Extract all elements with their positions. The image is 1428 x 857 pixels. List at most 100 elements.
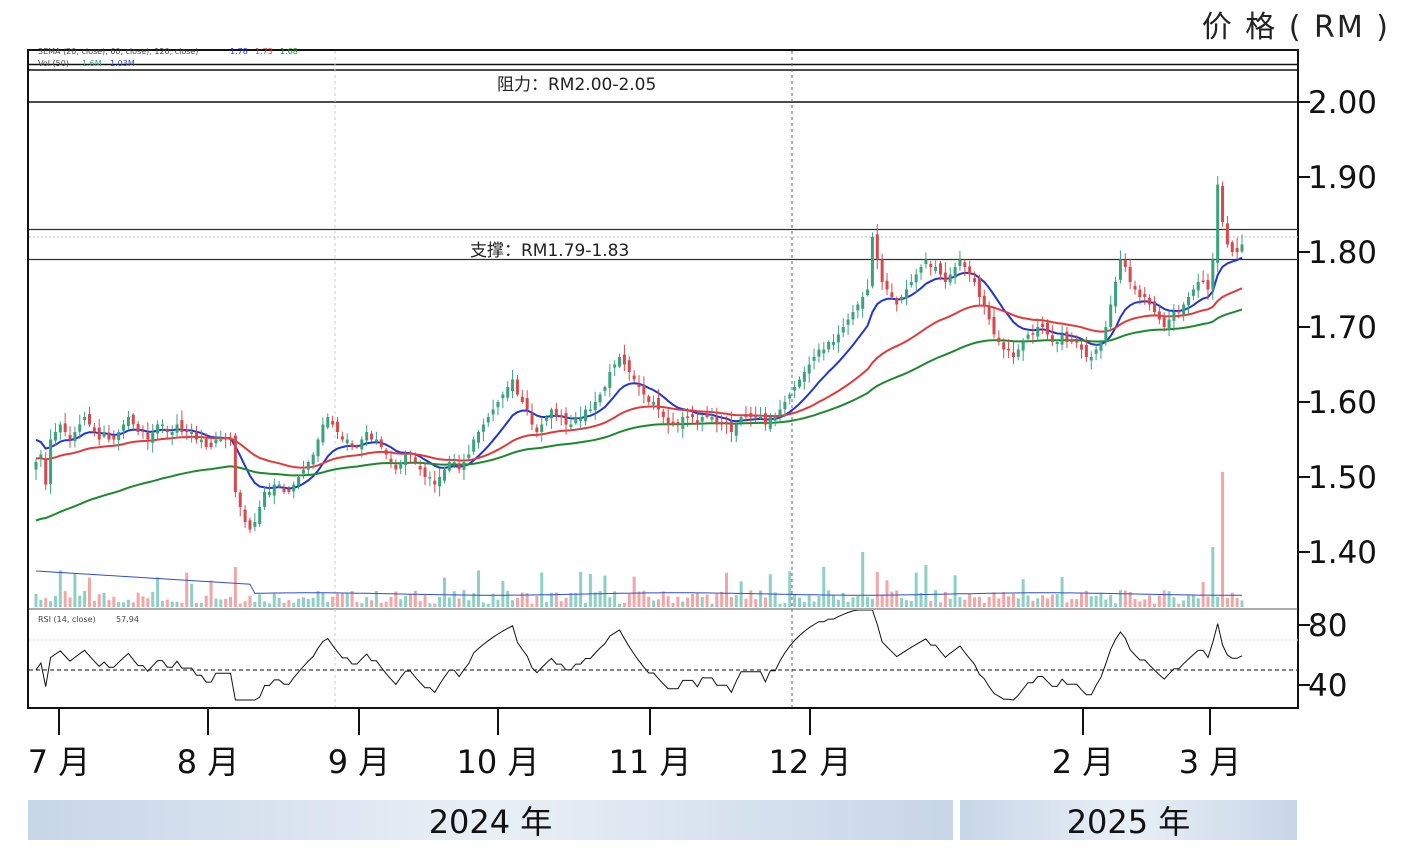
volume-bar [1041, 595, 1045, 607]
volume-bar [768, 574, 772, 607]
candle-body [267, 492, 271, 496]
volume-bar [812, 601, 816, 607]
candle-body [1206, 280, 1210, 290]
volume-bar [530, 603, 534, 607]
volume-bar [452, 591, 456, 607]
volume-bar [394, 591, 398, 607]
volume-bar [1055, 594, 1059, 607]
candle-body [117, 432, 121, 441]
volume-bar [948, 598, 952, 607]
volume-bar [399, 599, 403, 607]
volume-bar [729, 597, 733, 607]
candle-body [355, 446, 359, 448]
candle-body [1109, 304, 1113, 328]
support-label: 支撑：RM1.79-1.83 [470, 241, 629, 261]
candle-body [515, 379, 519, 395]
candle-body [540, 424, 544, 433]
volume-bar [477, 570, 481, 607]
volume-bar [788, 571, 792, 607]
volume-bar [433, 603, 437, 607]
volume-bar [292, 602, 296, 607]
candle-body [841, 327, 845, 333]
rsi-value: 57.94 [116, 615, 139, 624]
volume-bar [929, 600, 933, 607]
candle-body [870, 237, 874, 287]
candle-body [1182, 304, 1186, 315]
volume-bar [408, 593, 412, 607]
candle-body [832, 342, 836, 345]
volume-bar [598, 590, 602, 607]
candle-body [462, 462, 466, 471]
candle-body [204, 438, 208, 447]
volume-bar [238, 603, 242, 607]
volume-bar [297, 598, 301, 607]
volume-bar [749, 590, 753, 607]
candle-body [817, 349, 821, 357]
volume-bar [773, 592, 777, 607]
ema120-line [35, 308, 1243, 522]
volume-bar [204, 595, 208, 607]
volume-bar [690, 593, 694, 607]
candle-body [934, 267, 938, 271]
volume-bar [136, 592, 140, 607]
candle-body [384, 449, 388, 455]
volume-bar [584, 602, 588, 607]
volume-bar [1148, 595, 1152, 607]
volume-bar [1128, 591, 1132, 607]
candle-body [1075, 341, 1079, 343]
volume-bar [486, 603, 490, 607]
volume-bar [593, 592, 597, 607]
volume-bar [49, 601, 53, 607]
candle-body [78, 424, 82, 432]
ema60-value: 1.73 [255, 47, 273, 56]
candle-body [681, 417, 685, 429]
candle-body [122, 424, 126, 431]
volume-bar [549, 592, 553, 607]
volume-bar [603, 575, 607, 607]
volume-bar [1206, 596, 1210, 607]
candle-body [793, 387, 797, 391]
candle-body [1240, 244, 1244, 252]
volume-bar [559, 601, 563, 607]
volume-bar [851, 597, 855, 607]
volume-bar [515, 597, 519, 607]
volume-bar [520, 592, 524, 607]
candle-body [413, 457, 417, 462]
price-tick-label: 1.70 [1308, 310, 1377, 346]
volume-bar [535, 596, 539, 607]
candle-body [49, 439, 53, 484]
candle-body [593, 402, 597, 410]
candle-body [126, 417, 130, 427]
volume-bar [506, 590, 510, 607]
volume-bar [943, 591, 947, 607]
candle-body [861, 297, 865, 309]
volume-bar [958, 597, 962, 607]
candle-body [136, 423, 140, 432]
volume-bar [1011, 593, 1015, 607]
candle-body [1114, 282, 1118, 307]
candle-body [768, 417, 772, 429]
volume-bar [1045, 598, 1049, 607]
volume-bar [1157, 595, 1161, 607]
candle-body [1152, 301, 1156, 312]
candle-body [661, 411, 665, 417]
month-label: 7 月 [28, 743, 91, 781]
candle-body [880, 259, 884, 282]
candle-body [890, 292, 894, 297]
candle-body [345, 439, 349, 444]
candle-body [1016, 349, 1020, 357]
volume-bar [574, 593, 578, 607]
candle-body [467, 454, 471, 459]
volume-bar [92, 600, 96, 607]
candle-body [501, 394, 505, 399]
candle-body [914, 274, 918, 283]
candle-body [87, 414, 91, 425]
volume-bar [1070, 599, 1074, 607]
volume-bar [146, 598, 150, 607]
candle-body [676, 422, 680, 425]
volume-bar [374, 590, 378, 607]
volume-bar [875, 571, 879, 607]
volume-bar [642, 590, 646, 607]
volume-bar [1138, 601, 1142, 607]
candle-body [618, 357, 622, 367]
